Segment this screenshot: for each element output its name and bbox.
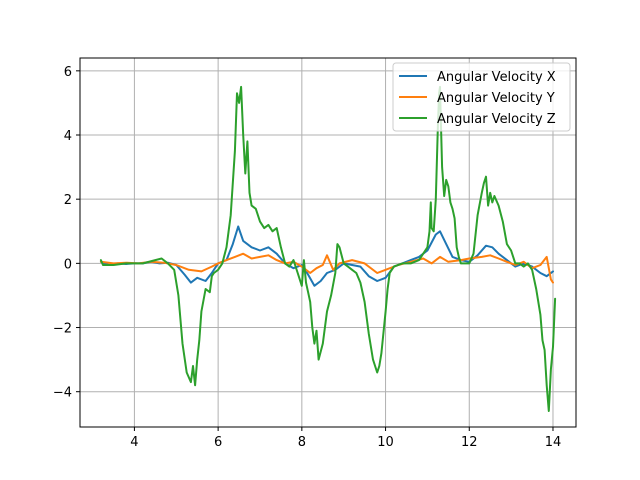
axis-ticks: 4 6 8 10 12 14 −4 −2 0 2 4 6 — [53, 65, 561, 450]
y-tick-label: 4 — [64, 129, 72, 144]
legend-box — [392, 62, 571, 132]
legend-label: Angular Velocity Z — [437, 112, 556, 127]
y-tick-label: −2 — [53, 322, 72, 337]
y-tick-label: 2 — [64, 193, 72, 208]
x-tick-label: 6 — [214, 435, 222, 450]
legend-label: Angular Velocity X — [437, 70, 556, 85]
legend-label: Angular Velocity Y — [437, 91, 555, 106]
x-tick-label: 12 — [461, 435, 478, 450]
series-lines — [99, 85, 557, 412]
series-line-0 — [99, 225, 554, 287]
x-tick-label: 4 — [130, 435, 138, 450]
y-tick-label: 0 — [64, 257, 72, 272]
y-tick-label: −4 — [53, 386, 72, 401]
plot-frame — [79, 57, 577, 428]
x-tick-label: 10 — [377, 435, 394, 450]
y-tick-label: 6 — [64, 65, 72, 80]
x-tick-label: 8 — [298, 435, 306, 450]
series-line-1 — [99, 252, 554, 284]
legend: Angular Velocity X Angular Velocity Y Angu… — [392, 62, 571, 132]
x-tick-label: 14 — [545, 435, 562, 450]
series-line-2 — [99, 85, 557, 412]
